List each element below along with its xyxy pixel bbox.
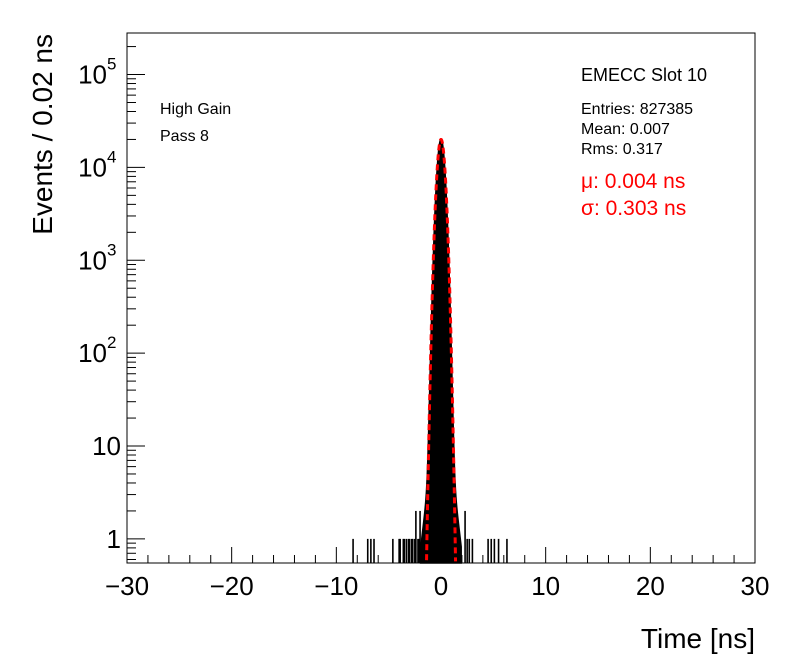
fit-mu-label: μ: 0.004 ns <box>581 170 685 193</box>
y-tick-label: 10 <box>78 152 107 182</box>
y-tick-label: 1 <box>107 524 121 554</box>
stats-entries: Entries: 827385 <box>581 101 693 118</box>
annotation-pass: Pass 8 <box>160 128 209 145</box>
stats-rms: Rms: 0.317 <box>581 141 663 158</box>
x-tick-label: −20 <box>210 571 254 601</box>
x-axis-title: Time [ns] <box>641 623 755 654</box>
x-tick-label: −10 <box>314 571 358 601</box>
y-tick-exponent: 4 <box>107 147 116 166</box>
x-tick-label: 10 <box>531 571 560 601</box>
x-tick-label: 20 <box>636 571 665 601</box>
fit-sigma-label: σ: 0.303 ns <box>581 197 686 220</box>
y-tick-exponent: 2 <box>107 333 116 352</box>
x-tick-label: 30 <box>741 571 770 601</box>
fit-curve <box>425 137 458 562</box>
y-tick-label: 10 <box>78 245 107 275</box>
annotation-gain: High Gain <box>160 101 231 118</box>
gaussian-fit <box>425 137 458 562</box>
stats-mean: Mean: 0.007 <box>581 121 670 138</box>
histogram <box>352 138 508 564</box>
y-tick-exponent: 5 <box>107 55 116 74</box>
stats-name: EMECC Slot 10 <box>581 65 707 85</box>
x-tick-label: 0 <box>434 571 448 601</box>
y-axis-title: Events / 0.02 ns <box>27 34 58 235</box>
y-tick-label: 10 <box>92 431 121 461</box>
y-tick-exponent: 3 <box>107 240 116 259</box>
y-tick-label: 10 <box>78 60 107 90</box>
y-tick-label: 10 <box>78 338 107 368</box>
x-tick-label: −30 <box>105 571 149 601</box>
